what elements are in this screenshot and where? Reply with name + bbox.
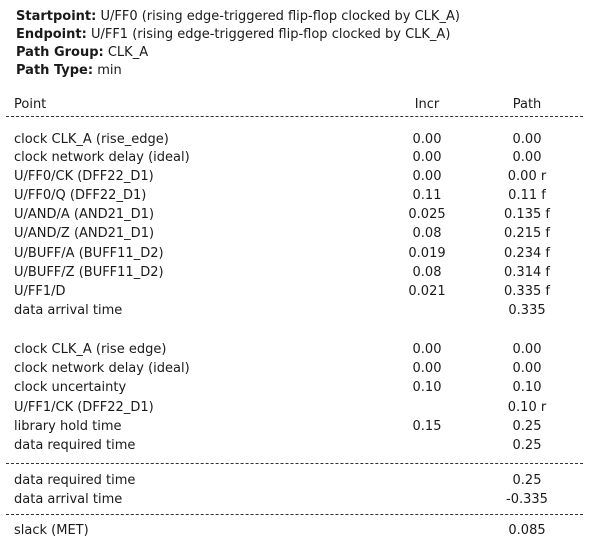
divider-header	[6, 116, 583, 117]
row-point: data required time	[14, 438, 136, 453]
slack-label: slack (MET)	[14, 523, 89, 538]
row-point: U/FF0/Q (DFF22_D1)	[14, 188, 147, 203]
startpoint-value: U/FF0 (rising edge-triggered flip-flop c…	[96, 9, 460, 24]
table-row: U/BUFF/A (BUFF11_D2) 0.019 0.234 f	[0, 244, 592, 263]
row-incr: 0.11	[412, 188, 442, 203]
row-path: 0.10	[512, 380, 542, 395]
column-header-row: Point Incr Path	[0, 95, 592, 114]
row-path: 0.234 f	[504, 246, 550, 261]
startpoint-line: Startpoint: U/FF0 (rising edge-triggered…	[16, 8, 460, 26]
row-path: 0.135 f	[504, 207, 550, 222]
row-path: 0.314 f	[504, 265, 550, 280]
row-point: data arrival time	[14, 492, 123, 507]
divider-slack	[6, 514, 583, 515]
table-row: data required time 0.25	[0, 436, 592, 455]
path-group-line: Path Group: CLK_A	[16, 44, 148, 62]
row-incr: 0.00	[412, 150, 442, 165]
row-incr: 0.15	[412, 419, 442, 434]
row-point: data arrival time	[14, 303, 123, 318]
row-incr: 0.00	[412, 361, 442, 376]
row-path: 0.215 f	[504, 226, 550, 241]
slack-value: 0.085	[508, 523, 546, 538]
table-row: clock network delay (ideal) 0.00 0.00	[0, 359, 592, 378]
row-incr: 0.08	[412, 226, 442, 241]
row-point: clock uncertainty	[14, 380, 127, 395]
row-point: data required time	[14, 473, 136, 488]
endpoint-line: Endpoint: U/FF1 (rising edge-triggered f…	[16, 26, 450, 44]
path-type-value: min	[93, 63, 122, 78]
path-type-line: Path Type: min	[16, 62, 122, 80]
row-incr: 0.10	[412, 380, 442, 395]
table-row: data arrival time -0.335	[0, 490, 592, 509]
row-point: clock CLK_A (rise_edge)	[14, 132, 169, 147]
row-point: clock CLK_A (rise edge)	[14, 342, 167, 357]
slack-row: slack (MET) 0.085	[0, 521, 592, 540]
row-path: 0.00 r	[507, 169, 547, 184]
row-point: clock network delay (ideal)	[14, 361, 190, 376]
table-row: clock network delay (ideal) 0.00 0.00	[0, 148, 592, 167]
column-header-path: Path	[512, 97, 542, 112]
row-point: U/FF0/CK (DFF22_D1)	[14, 169, 154, 184]
row-incr: 0.025	[408, 207, 446, 222]
row-path: 0.00	[512, 132, 542, 147]
row-point: U/AND/Z (AND21_D1)	[14, 226, 155, 241]
table-row: U/FF0/CK (DFF22_D1) 0.00 0.00 r	[0, 167, 592, 186]
row-path: -0.335	[506, 492, 548, 507]
table-row: library hold time 0.15 0.25	[0, 417, 592, 436]
row-path: 0.25	[512, 438, 542, 453]
table-row: data required time 0.25	[0, 471, 592, 490]
row-incr: 0.00	[412, 132, 442, 147]
row-path: 0.25	[512, 473, 542, 488]
row-point: U/FF1/CK (DFF22_D1)	[14, 400, 154, 415]
row-point: U/FF1/D	[14, 284, 66, 299]
table-row: clock CLK_A (rise edge) 0.00 0.00	[0, 340, 592, 359]
table-row: U/FF0/Q (DFF22_D1) 0.11 0.11 f	[0, 186, 592, 205]
table-row: U/FF1/D 0.021 0.335 f	[0, 282, 592, 301]
row-point: clock network delay (ideal)	[14, 150, 190, 165]
endpoint-value: U/FF1 (rising edge-triggered flip-flop c…	[86, 27, 451, 42]
table-row: U/AND/Z (AND21_D1) 0.08 0.215 f	[0, 224, 592, 243]
row-point: U/BUFF/Z (BUFF11_D2)	[14, 265, 164, 280]
row-path: 0.25	[512, 419, 542, 434]
row-incr: 0.08	[412, 265, 442, 280]
endpoint-label: Endpoint:	[16, 27, 87, 42]
row-incr: 0.00	[412, 169, 442, 184]
table-row: U/AND/A (AND21_D1) 0.025 0.135 f	[0, 205, 592, 224]
path-group-label: Path Group:	[16, 45, 104, 60]
row-incr: 0.021	[408, 284, 446, 299]
row-path: 0.335	[508, 303, 546, 318]
row-path: 0.00	[512, 150, 542, 165]
divider-summary	[6, 463, 583, 464]
table-row: clock uncertainty 0.10 0.10	[0, 378, 592, 397]
startpoint-label: Startpoint:	[16, 9, 97, 24]
row-incr: 0.019	[408, 246, 446, 261]
table-row: data arrival time 0.335	[0, 301, 592, 320]
row-path: 0.335 f	[504, 284, 550, 299]
row-path: 0.00	[512, 342, 542, 357]
row-incr: 0.00	[412, 342, 442, 357]
table-row: U/BUFF/Z (BUFF11_D2) 0.08 0.314 f	[0, 263, 592, 282]
row-point: library hold time	[14, 419, 122, 434]
column-header-incr: Incr	[414, 97, 440, 112]
row-point: U/BUFF/A (BUFF11_D2)	[14, 246, 164, 261]
column-header-point: Point	[14, 97, 47, 112]
row-path: 0.10 r	[507, 400, 547, 415]
path-type-label: Path Type:	[16, 63, 94, 78]
row-path: 0.00	[512, 361, 542, 376]
table-row: U/FF1/CK (DFF22_D1) 0.10 r	[0, 398, 592, 417]
table-row: clock CLK_A (rise_edge) 0.00 0.00	[0, 130, 592, 149]
row-point: U/AND/A (AND21_D1)	[14, 207, 155, 222]
path-group-value: CLK_A	[103, 45, 149, 60]
row-path: 0.11 f	[508, 188, 546, 203]
